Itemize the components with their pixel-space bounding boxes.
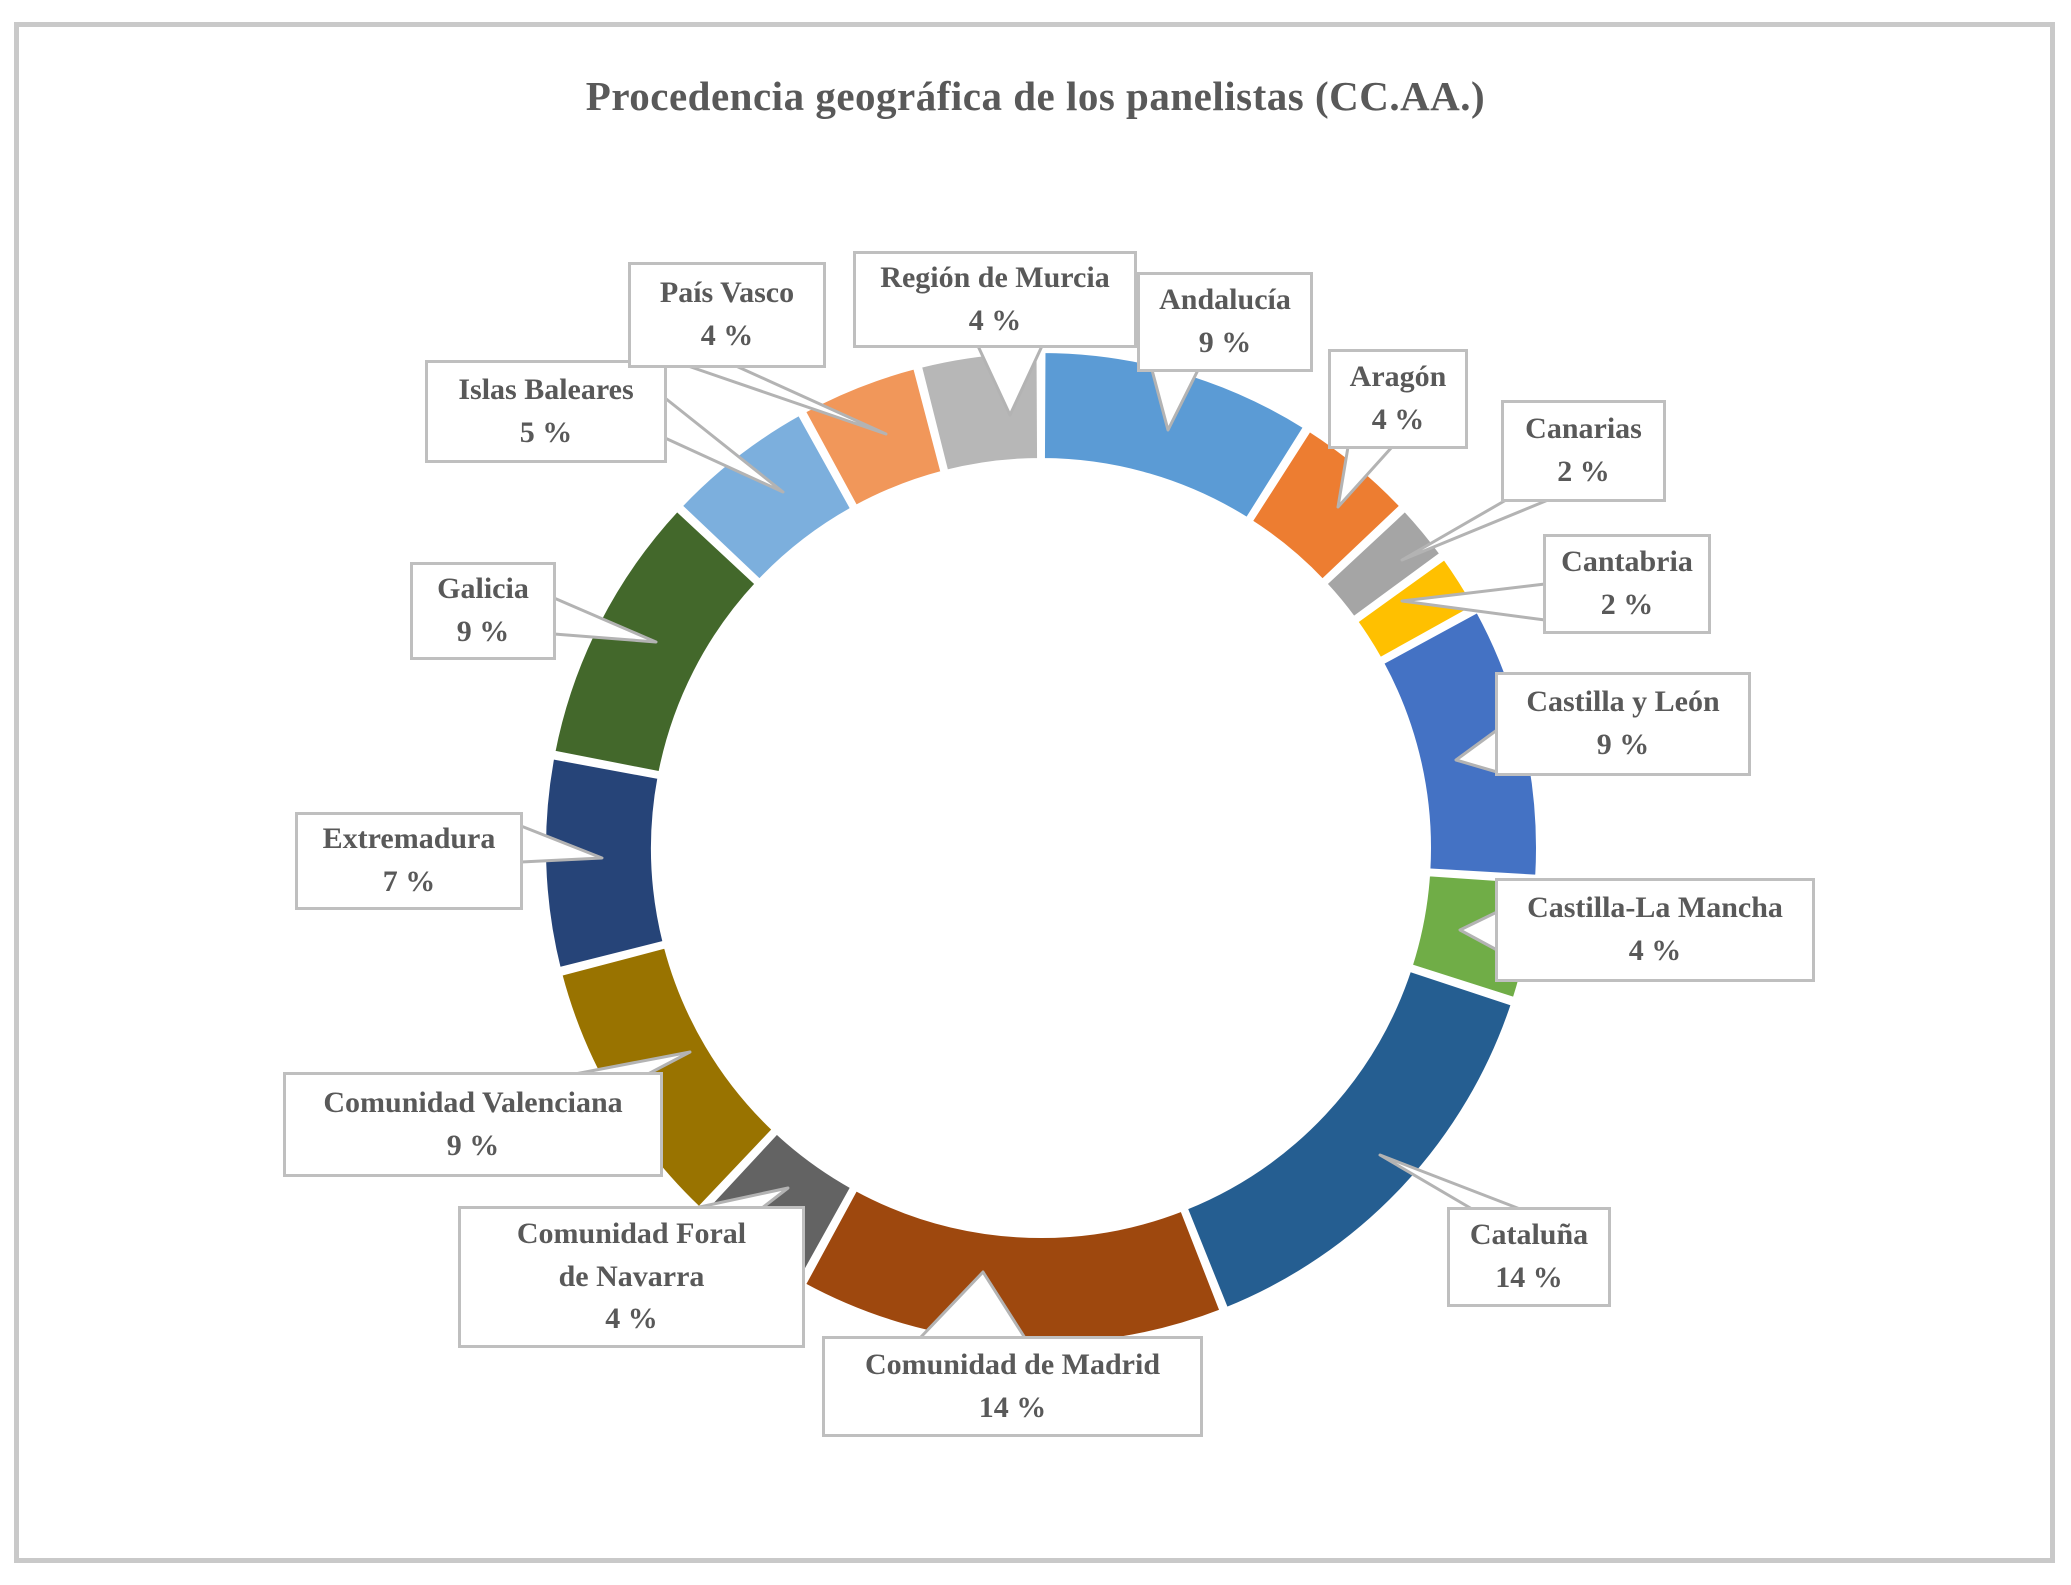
segment-value: 2 % (1600, 588, 1654, 621)
doughnut-segment-10 (542, 754, 668, 972)
segment-label: Andalucía (1159, 283, 1291, 317)
chart-title: Procedencia geográfica de los panelistas… (585, 73, 1486, 119)
callout-navarra: Comunidad Foral de Navarra 4 % (458, 1206, 805, 1348)
callout-pais-vasco: País Vasco 4 % (628, 262, 826, 368)
callout-islas-baleares: Islas Baleares 5 % (425, 360, 667, 463)
segment-label: Cantabria (1561, 545, 1693, 579)
segment-label: Región de Murcia (880, 260, 1110, 294)
segment-value: 4 % (700, 319, 754, 352)
segment-label: Aragón (1349, 360, 1447, 394)
segment-value: 4 % (1628, 934, 1682, 967)
callout-canarias: Canarias 2 % (1501, 400, 1666, 502)
callout-cantabria: Cantabria 2 % (1543, 534, 1711, 634)
segment-label: Islas Baleares (458, 372, 634, 406)
segment-value: 14 % (1495, 1261, 1563, 1294)
segment-value: 4 % (1371, 403, 1425, 436)
segment-label: País Vasco (659, 276, 795, 310)
callout-extremadura: Extremadura 7 % (295, 812, 523, 910)
segment-label: Extremadura (322, 822, 496, 856)
callout-aragon: Aragón 4 % (1328, 349, 1468, 449)
segment-value: 9 % (1596, 728, 1650, 761)
segment-value: 7 % (382, 865, 436, 898)
callout-region-de-murcia: Región de Murcia 4 % (853, 251, 1137, 348)
segment-label: de Navarra (558, 1259, 705, 1293)
segment-label: Comunidad Foral (516, 1217, 747, 1251)
segment-value: 9 % (446, 1128, 500, 1162)
doughnut-segment-2 (1322, 506, 1445, 622)
doughnut-segment-6 (1183, 967, 1516, 1312)
segment-label: Castilla y León (1526, 685, 1720, 719)
callout-comunidad-valenciana: Comunidad Valenciana 9 % (283, 1072, 663, 1177)
callout-andalucia: Andalucía 9 % (1137, 272, 1313, 372)
doughnut-segment-3 (1353, 555, 1479, 663)
segment-value: 2 % (1557, 455, 1610, 488)
segment-label: Galicia (437, 572, 529, 606)
segment-value: 9 % (456, 615, 510, 648)
doughnut-segment-12 (677, 410, 856, 584)
doughnut-segment-0 (1040, 348, 1308, 523)
segment-label: Canarias (1525, 412, 1642, 446)
segment-label: Castilla-La Mancha (1527, 891, 1783, 925)
segment-label: Comunidad de Madrid (864, 1347, 1161, 1381)
segment-value: 4 % (968, 303, 1022, 337)
callout-comunidad-de-madrid: Comunidad de Madrid 14 % (822, 1336, 1203, 1437)
callout-castilla-y-leon: Castilla y León 9 % (1495, 672, 1751, 776)
segment-label: Comunidad Valenciana (323, 1085, 623, 1119)
segment-value: 14 % (978, 1390, 1047, 1424)
segment-value: 4 % (605, 1302, 658, 1336)
segment-value: 9 % (1198, 326, 1252, 359)
callout-castilla-la-mancha: Castilla-La Mancha 4 % (1495, 878, 1815, 982)
callout-galicia: Galicia 9 % (410, 562, 556, 660)
doughnut-segment-1 (1247, 426, 1405, 584)
doughnut-segment-13 (801, 364, 946, 510)
callout-cataluna: Cataluña 14 % (1447, 1207, 1611, 1307)
segment-value: 5 % (519, 415, 573, 449)
segment-label: Cataluña (1469, 1218, 1589, 1252)
